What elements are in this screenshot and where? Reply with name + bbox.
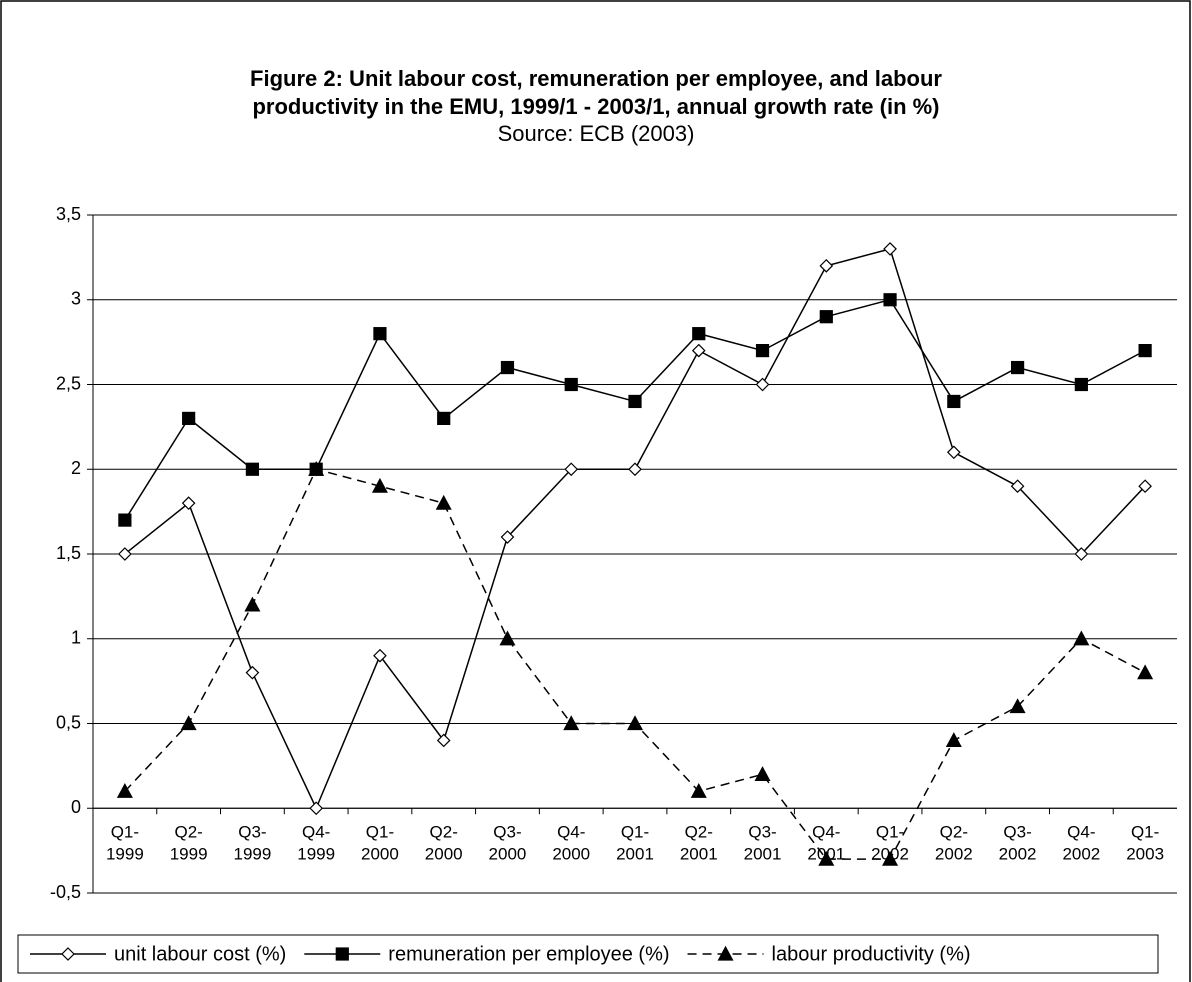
x-tick-label: Q3-2000 (489, 823, 527, 864)
y-tick-label: 2 (71, 458, 81, 478)
marker (1138, 344, 1152, 358)
marker (691, 343, 706, 358)
x-tick-label: Q3-1999 (233, 823, 271, 864)
marker (947, 394, 961, 409)
marker (308, 460, 325, 476)
marker (755, 377, 770, 392)
marker (500, 360, 515, 375)
x-tick-label: Q3-2001 (744, 823, 782, 864)
marker (244, 596, 261, 612)
marker (882, 850, 899, 866)
marker (1009, 698, 1026, 714)
legend-box (17, 934, 1159, 974)
marker (500, 530, 515, 544)
marker (1074, 547, 1089, 561)
marker (245, 462, 260, 476)
marker (1073, 630, 1090, 646)
x-tick-label: Q2-2000 (425, 823, 463, 864)
marker (182, 411, 196, 425)
marker (373, 648, 387, 663)
marker (116, 783, 133, 798)
marker (1010, 479, 1025, 494)
marker (1137, 664, 1154, 680)
marker (883, 242, 897, 256)
y-tick-label: 3,5 (56, 204, 81, 224)
marker (818, 850, 835, 866)
marker (245, 665, 260, 680)
marker (819, 310, 833, 324)
series-line (124, 298, 1146, 521)
marker (61, 947, 75, 961)
marker (181, 496, 196, 510)
legend: unit labour cost (%) remuneration per emp… (17, 934, 1159, 974)
legend-label: remuneration per employee (%) (388, 943, 669, 965)
marker (436, 733, 451, 748)
marker (1138, 479, 1152, 494)
x-tick-label: Q1-1999 (106, 823, 144, 864)
marker (437, 411, 451, 425)
marker (626, 715, 644, 731)
marker (692, 327, 706, 341)
marker (564, 462, 579, 477)
x-tick-label: Q2-1999 (170, 823, 208, 864)
marker (564, 377, 578, 392)
marker (309, 801, 324, 816)
chart-subtitle: Source: ECB (2003) (498, 121, 695, 146)
x-tick-label: Q4-1999 (297, 823, 335, 864)
y-tick-label: 3 (71, 289, 81, 309)
x-tick-label: Q4-2000 (552, 823, 590, 864)
x-tick-label: Q3-2002 (999, 823, 1037, 864)
marker (717, 945, 734, 961)
y-tick-label: 1 (71, 628, 81, 648)
marker (945, 732, 962, 748)
legend-label: unit labour cost (%) (114, 943, 286, 965)
series-line (124, 468, 1146, 860)
y-tick-label: -0,5 (50, 882, 81, 902)
x-tick-label: Q1-2001 (616, 823, 654, 864)
marker (883, 293, 897, 307)
marker (1074, 377, 1088, 392)
marker (946, 445, 961, 460)
legend-label: labour productivity (%) (772, 943, 971, 965)
y-tick-label: 0 (71, 797, 81, 817)
chart-title: productivity in the EMU, 1999/1 - 2003/1… (252, 94, 939, 119)
marker (499, 630, 516, 646)
x-tick-label: Q2-2002 (935, 823, 973, 864)
y-tick-label: 0,5 (56, 712, 81, 732)
marker (563, 715, 580, 731)
x-tick-label: Q2-2001 (680, 823, 718, 864)
marker (754, 766, 771, 781)
marker (180, 715, 197, 731)
x-tick-label: Q4-2002 (1062, 823, 1100, 864)
marker (118, 547, 132, 561)
marker (690, 783, 707, 798)
marker (628, 462, 642, 477)
marker (819, 259, 834, 273)
x-tick-label: Q1-2003 (1126, 823, 1164, 864)
marker (435, 494, 452, 510)
x-tick-label: Q1-2000 (361, 823, 399, 864)
chart-title: Figure 2: Unit labour cost, remuneration… (250, 66, 942, 91)
marker (755, 344, 770, 358)
y-tick-label: 2,5 (56, 373, 81, 393)
y-tick-label: 1,5 (56, 543, 81, 563)
marker (1010, 360, 1025, 375)
marker (335, 947, 349, 961)
marker (628, 394, 642, 409)
marker (371, 477, 388, 493)
marker (118, 513, 132, 527)
marker (373, 327, 387, 341)
